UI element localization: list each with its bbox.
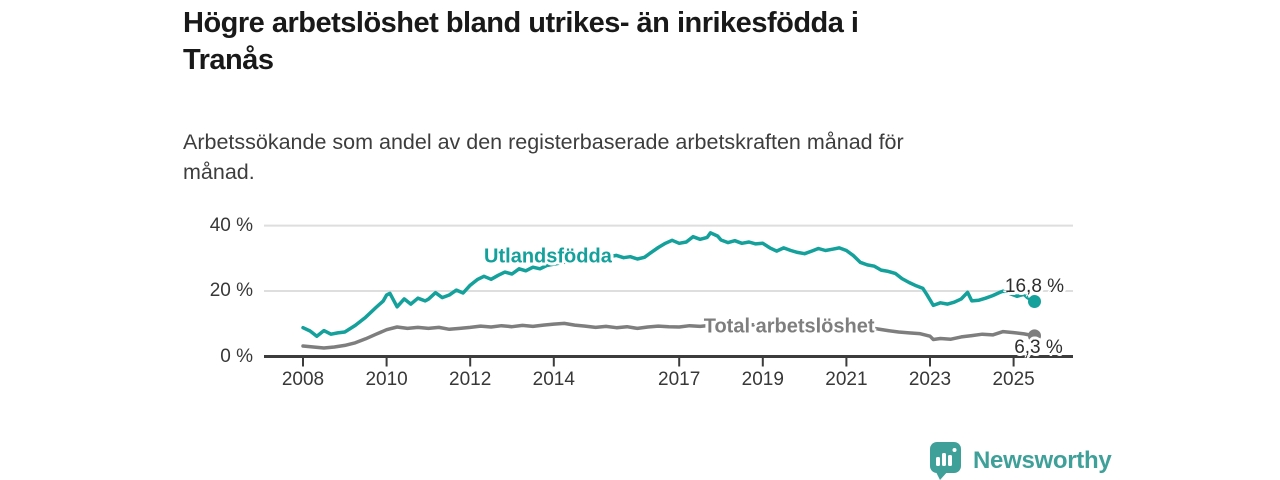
series-end-value: 6,3 % (1014, 337, 1063, 359)
x-axis-tick-label: 2021 (825, 369, 868, 390)
x-axis-tick-label: 2010 (365, 369, 408, 390)
series-end-dot (1028, 329, 1041, 343)
chart-subtitle: Arbetssökande som andel av den registerb… (183, 130, 904, 184)
x-axis-tick-label: 2012 (449, 369, 492, 390)
y-axis-tick-label: 20 % (209, 280, 253, 302)
x-axis-tick-label: 2008 (281, 369, 325, 390)
x-axis-tick-label: 2014 (532, 369, 575, 390)
newsworthy-logo: Newsworthy (929, 441, 1112, 480)
series-line-utlandsfodda (301, 231, 1037, 338)
logo-bubble-tail (935, 470, 949, 480)
series-label: Utlandsfödda (484, 245, 612, 268)
series-end-value: 16,8 % (1004, 276, 1065, 298)
brand-name: Newsworthy (973, 447, 1112, 474)
series-end-dot (1028, 295, 1041, 309)
x-axis-tick-label: 2019 (741, 369, 784, 390)
series-line-total (301, 321, 1037, 350)
page-title: Högre arbetslöshet bland utrikes- än inr… (183, 7, 859, 76)
x-axis-tick-label: 2017 (658, 369, 701, 390)
y-axis-tick-label: 40 % (209, 214, 253, 236)
bar-chart-pin-icon (930, 442, 961, 480)
x-axis-tick-label: 2023 (908, 369, 952, 390)
y-axis-tick-label: 0 % (220, 345, 253, 367)
x-axis-tick-label: 2025 (992, 369, 1035, 390)
logo-bars-glyph (936, 448, 957, 466)
series-label: Total arbetslöshet (703, 315, 875, 338)
